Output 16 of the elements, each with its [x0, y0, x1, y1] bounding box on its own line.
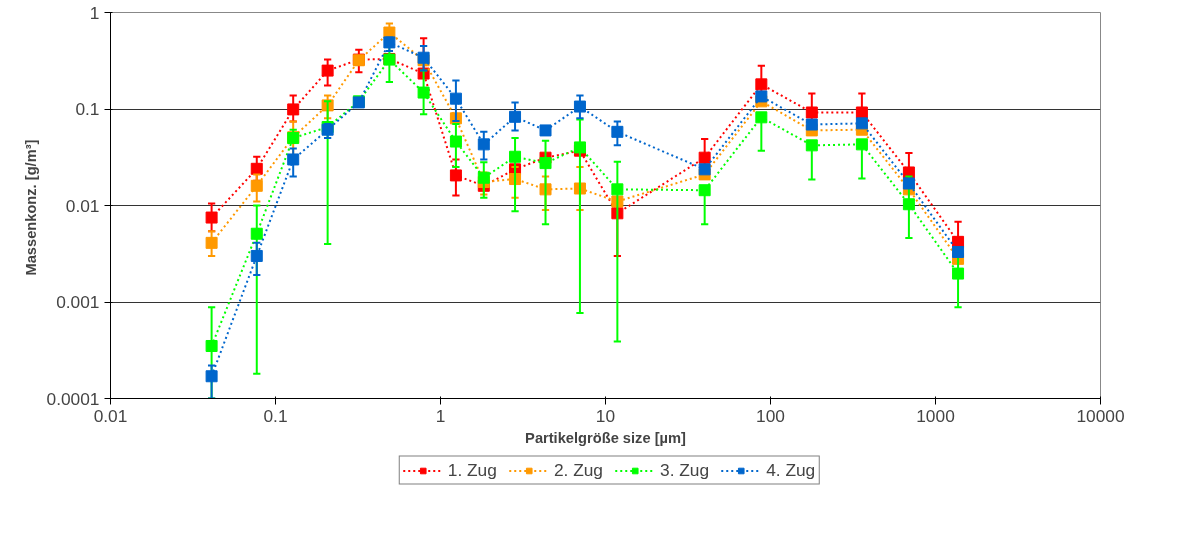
x-axis-title: Partikelgröße size [µm] — [525, 429, 686, 446]
x-tick-label: 0.1 — [263, 405, 288, 426]
y-tick-label: 0.01 — [65, 195, 100, 216]
legend-label: 4. Zug — [766, 459, 816, 481]
x-tick-label: 10 — [595, 405, 616, 426]
y-tick-label: 0.001 — [56, 292, 100, 312]
legend-label: 2. Zug — [553, 459, 603, 481]
legend-label: 1. Zug — [447, 459, 497, 481]
x-tick-label: 1000 — [916, 405, 955, 426]
x-tick-label: 100 — [756, 405, 785, 426]
legend-label: 3. Zug — [660, 459, 710, 481]
y-axis-title: Massenkonz. [g/m³] — [22, 139, 39, 276]
y-tick-label: 1 — [89, 2, 100, 23]
x-tick-label: 1 — [435, 405, 446, 426]
x-tick-label: 10000 — [1076, 405, 1125, 426]
y-tick-label: 0.1 — [75, 99, 100, 119]
